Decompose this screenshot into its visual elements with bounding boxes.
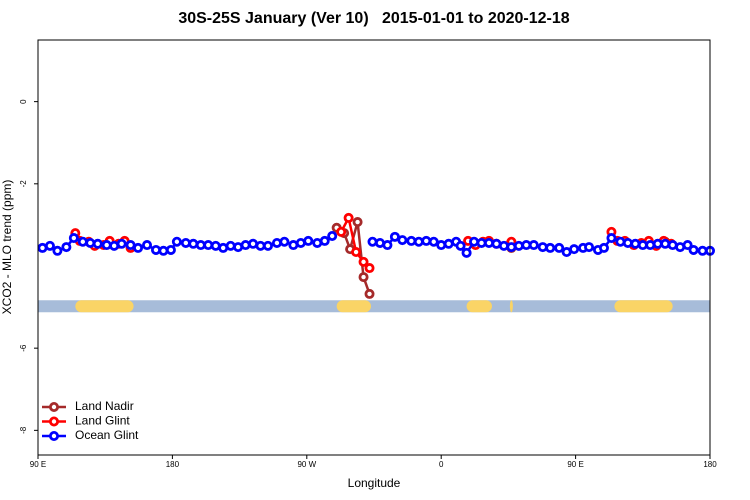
data-point [428,236,439,247]
data-point [421,235,432,246]
y-tick-label: -2 [19,180,28,188]
data-point [77,236,88,247]
data-point [615,236,626,247]
data-point [455,240,466,251]
x-tick-label: 180 [166,460,180,469]
y-tick-label: -6 [19,344,28,352]
data-point [358,256,369,267]
data-point [351,247,362,258]
ocean-band [38,300,710,313]
land-segment [614,300,673,313]
y-tick-label: 0 [19,99,28,104]
data-point [336,226,347,237]
data-point [389,231,400,242]
data-point [158,245,169,256]
data-point [606,233,617,244]
data-point [240,240,251,251]
data-point [413,236,424,247]
data-point [92,238,103,249]
x-tick-label: 90 W [297,460,316,469]
data-point [382,240,393,251]
data-point [319,235,330,246]
data-point [630,238,641,249]
data-point [569,244,580,255]
data-point [61,242,72,253]
data-point [343,212,354,223]
data-point [364,263,375,274]
x-axis-label: Longitude [348,476,401,490]
data-point [133,242,144,253]
x-tick-label: 90 E [30,460,46,469]
data-point [279,236,290,247]
land-segment [466,300,492,313]
plot-frame [37,39,711,456]
data-point [406,235,417,246]
data-point [554,242,565,253]
land-segment [336,300,372,313]
data-point [327,230,338,241]
data-point [165,244,176,255]
data-point [358,272,369,283]
data-point [116,238,127,249]
data-point [483,237,494,248]
data-point [660,238,671,249]
data-point [262,240,273,251]
data-point [171,236,182,247]
data-point [364,288,375,299]
data-point [85,237,96,248]
data-point [188,238,199,249]
data-point [537,242,548,253]
data-point [545,242,556,253]
x-tick-label: 0 [439,460,444,469]
data-point [303,235,314,246]
x-tick-label: 180 [703,460,717,469]
land-segment [75,300,134,313]
data-point [598,242,609,253]
data-point [271,237,282,248]
data-point [513,240,524,251]
data-point [469,236,480,247]
legend-marker [49,401,60,412]
data-point [180,237,191,248]
legend-label: Land Glint [75,414,130,428]
legend-label: Land Nadir [75,399,134,413]
land-segment [509,300,513,313]
data-point [203,240,214,251]
chart-title: 30S-25S January (Ver 10) 2015-01-01 to 2… [178,10,569,27]
data-point [584,242,595,253]
y-tick-label: -8 [19,426,28,434]
data-point [498,240,509,251]
data-point [688,244,699,255]
data-point [52,245,63,256]
legend-label: Ocean Glint [75,428,139,442]
data-point [461,247,472,258]
legend-marker [49,430,60,441]
data-point [682,240,693,251]
plot-area: 90 E 180 90 W 0 90 E 180 0 -2 -6 -8 [19,99,717,469]
y-axis-label: XCO2 - MLO trend (ppm) [0,180,14,315]
data-point [44,240,55,251]
x-tick-label: 90 E [567,460,583,469]
data-point [68,233,79,244]
data-point [352,217,363,228]
data-point [645,240,656,251]
data-point [142,240,153,251]
data-point [622,237,633,248]
data-point [367,236,378,247]
data-point [436,240,447,251]
data-point [101,240,112,251]
data-point [225,240,236,251]
legend-marker [49,416,60,427]
data-point [397,235,408,246]
data-point [506,242,517,253]
data-point [528,240,539,251]
data-point [150,244,161,255]
